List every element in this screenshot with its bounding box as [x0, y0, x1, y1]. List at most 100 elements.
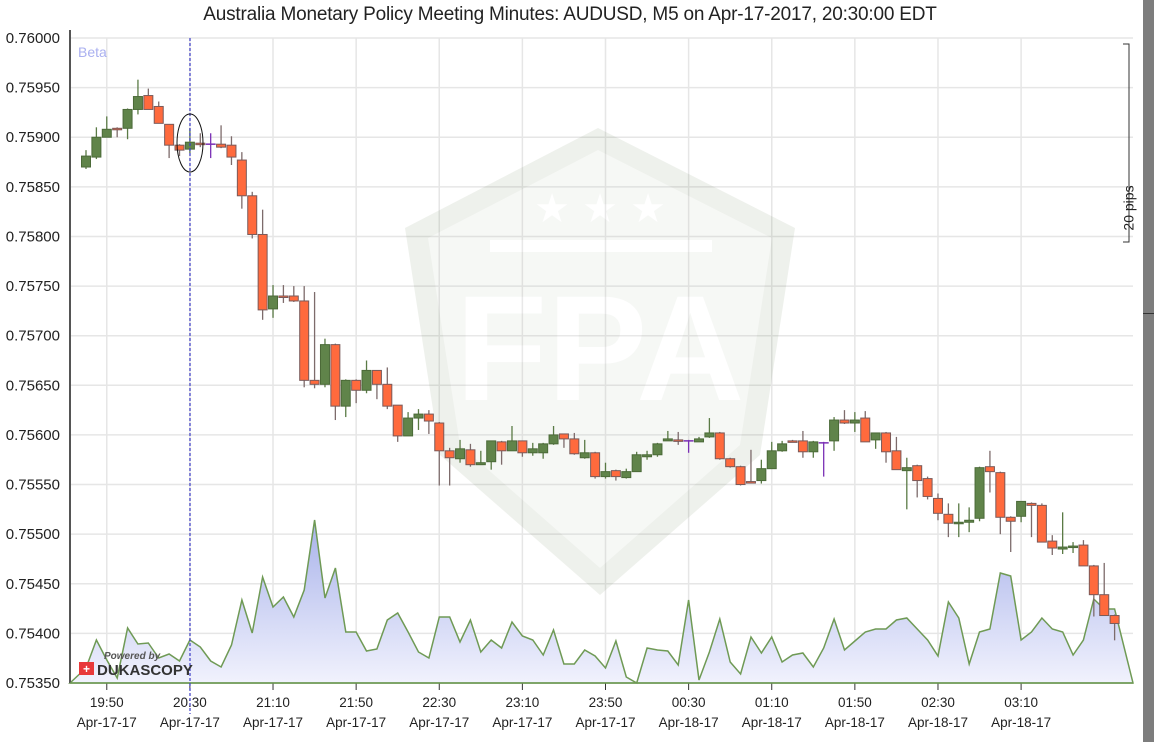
candle-body: [569, 438, 580, 455]
candle-body: [912, 465, 923, 482]
candle: [569, 432, 580, 455]
y-tick-label: 0.75850: [6, 179, 60, 196]
x-tick-time: 01:50: [838, 695, 872, 710]
candle-body: [112, 127, 123, 131]
candle: [371, 369, 382, 400]
x-tick-time: 21:10: [256, 695, 290, 710]
candle: [901, 457, 912, 510]
candle-body: [268, 295, 279, 310]
candle-body: [995, 472, 1006, 518]
y-tick-label: 0.75600: [6, 427, 60, 444]
candle: [735, 465, 746, 486]
candle-body: [610, 470, 621, 478]
candle: [257, 209, 268, 320]
candle: [1068, 542, 1079, 554]
candle-body: [704, 432, 715, 438]
svg-text:★: ★: [630, 187, 666, 231]
candle: [943, 503, 954, 538]
axes: 0.76000 0.75950 0.75900 0.75850 0.75800 0.757…: [6, 30, 1133, 730]
candle: [236, 152, 247, 209]
candle-body: [548, 434, 559, 445]
candle: [486, 440, 497, 470]
candle-body: [319, 344, 330, 385]
candle-body: [1088, 565, 1099, 596]
candle-body: [226, 144, 237, 158]
x-tick-date: Apr-17-17: [243, 715, 303, 730]
svg-text:FPA: FPA: [456, 264, 745, 432]
y-tick-label: 0.75500: [6, 526, 60, 543]
candle: [870, 432, 881, 449]
candle: [101, 116, 112, 138]
candle-body: [309, 379, 320, 385]
candle-body: [216, 143, 227, 148]
candle-body: [434, 422, 445, 452]
candle-body: [278, 295, 289, 298]
candle: [808, 440, 819, 458]
candle: [777, 440, 788, 452]
candle-body: [122, 108, 133, 129]
candle-body: [195, 142, 206, 146]
candle-body: [714, 432, 725, 460]
candle: [797, 430, 808, 458]
candle: [195, 133, 206, 148]
candle: [621, 468, 632, 479]
svg-text:★: ★: [534, 187, 570, 231]
candle: [174, 144, 185, 157]
candle-body: [371, 369, 382, 385]
candle: [517, 440, 528, 457]
candle: [881, 431, 892, 463]
candle: [1036, 503, 1047, 543]
candle: [1099, 562, 1110, 617]
candle-body: [735, 466, 746, 486]
candle: [527, 442, 538, 456]
candle-body: [475, 462, 486, 466]
candle-body: [984, 466, 995, 473]
candle: [590, 451, 601, 479]
y-tick-label: 0.75700: [6, 328, 60, 345]
candle: [288, 286, 299, 302]
candle-body: [1026, 502, 1037, 506]
pips-scale-label: 20 pips: [1120, 185, 1137, 231]
candle: [434, 422, 445, 486]
candle: [891, 436, 902, 471]
candle-body: [288, 295, 299, 302]
candle: [673, 431, 684, 445]
candle-body: [600, 471, 611, 478]
candle: [122, 108, 133, 140]
candle: [340, 379, 351, 418]
dukascopy-logo: Powered by + DUKASCOPY: [79, 651, 193, 679]
candle: [299, 286, 310, 388]
x-tick-date: Apr-17-17: [326, 715, 386, 730]
candle: [766, 441, 777, 470]
candle-body: [517, 440, 528, 454]
candle: [216, 125, 227, 149]
candle: [922, 476, 933, 500]
x-tick-time: 01:10: [755, 695, 789, 710]
x-tick-date: Apr-17-17: [492, 715, 552, 730]
candle: [1109, 614, 1120, 641]
y-tick-label: 0.75350: [6, 675, 60, 692]
candle: [247, 191, 258, 239]
candle: [1078, 540, 1089, 567]
candle: [756, 459, 767, 484]
pips-scale-bracket: [1123, 43, 1130, 243]
candle-body: [621, 471, 632, 479]
y-tick-label: 0.75950: [6, 80, 60, 97]
y-tick-label: 0.75400: [6, 625, 60, 642]
candle: [205, 133, 216, 159]
candle-body: [392, 404, 403, 437]
candle: [330, 343, 341, 421]
x-tick-date: Apr-17-17: [160, 715, 220, 730]
x-tick-date: Apr-18-17: [825, 715, 885, 730]
candle: [268, 285, 279, 318]
candle-body: [1099, 594, 1110, 617]
candle-body: [777, 443, 788, 452]
candle-body: [496, 441, 507, 452]
candle-body: [340, 379, 351, 407]
candle-body: [829, 419, 840, 442]
vertical-scrollbar[interactable]: [1143, 0, 1154, 742]
candle: [860, 411, 871, 443]
candle-body: [465, 449, 476, 466]
candle: [694, 436, 705, 443]
candle: [995, 471, 1006, 535]
